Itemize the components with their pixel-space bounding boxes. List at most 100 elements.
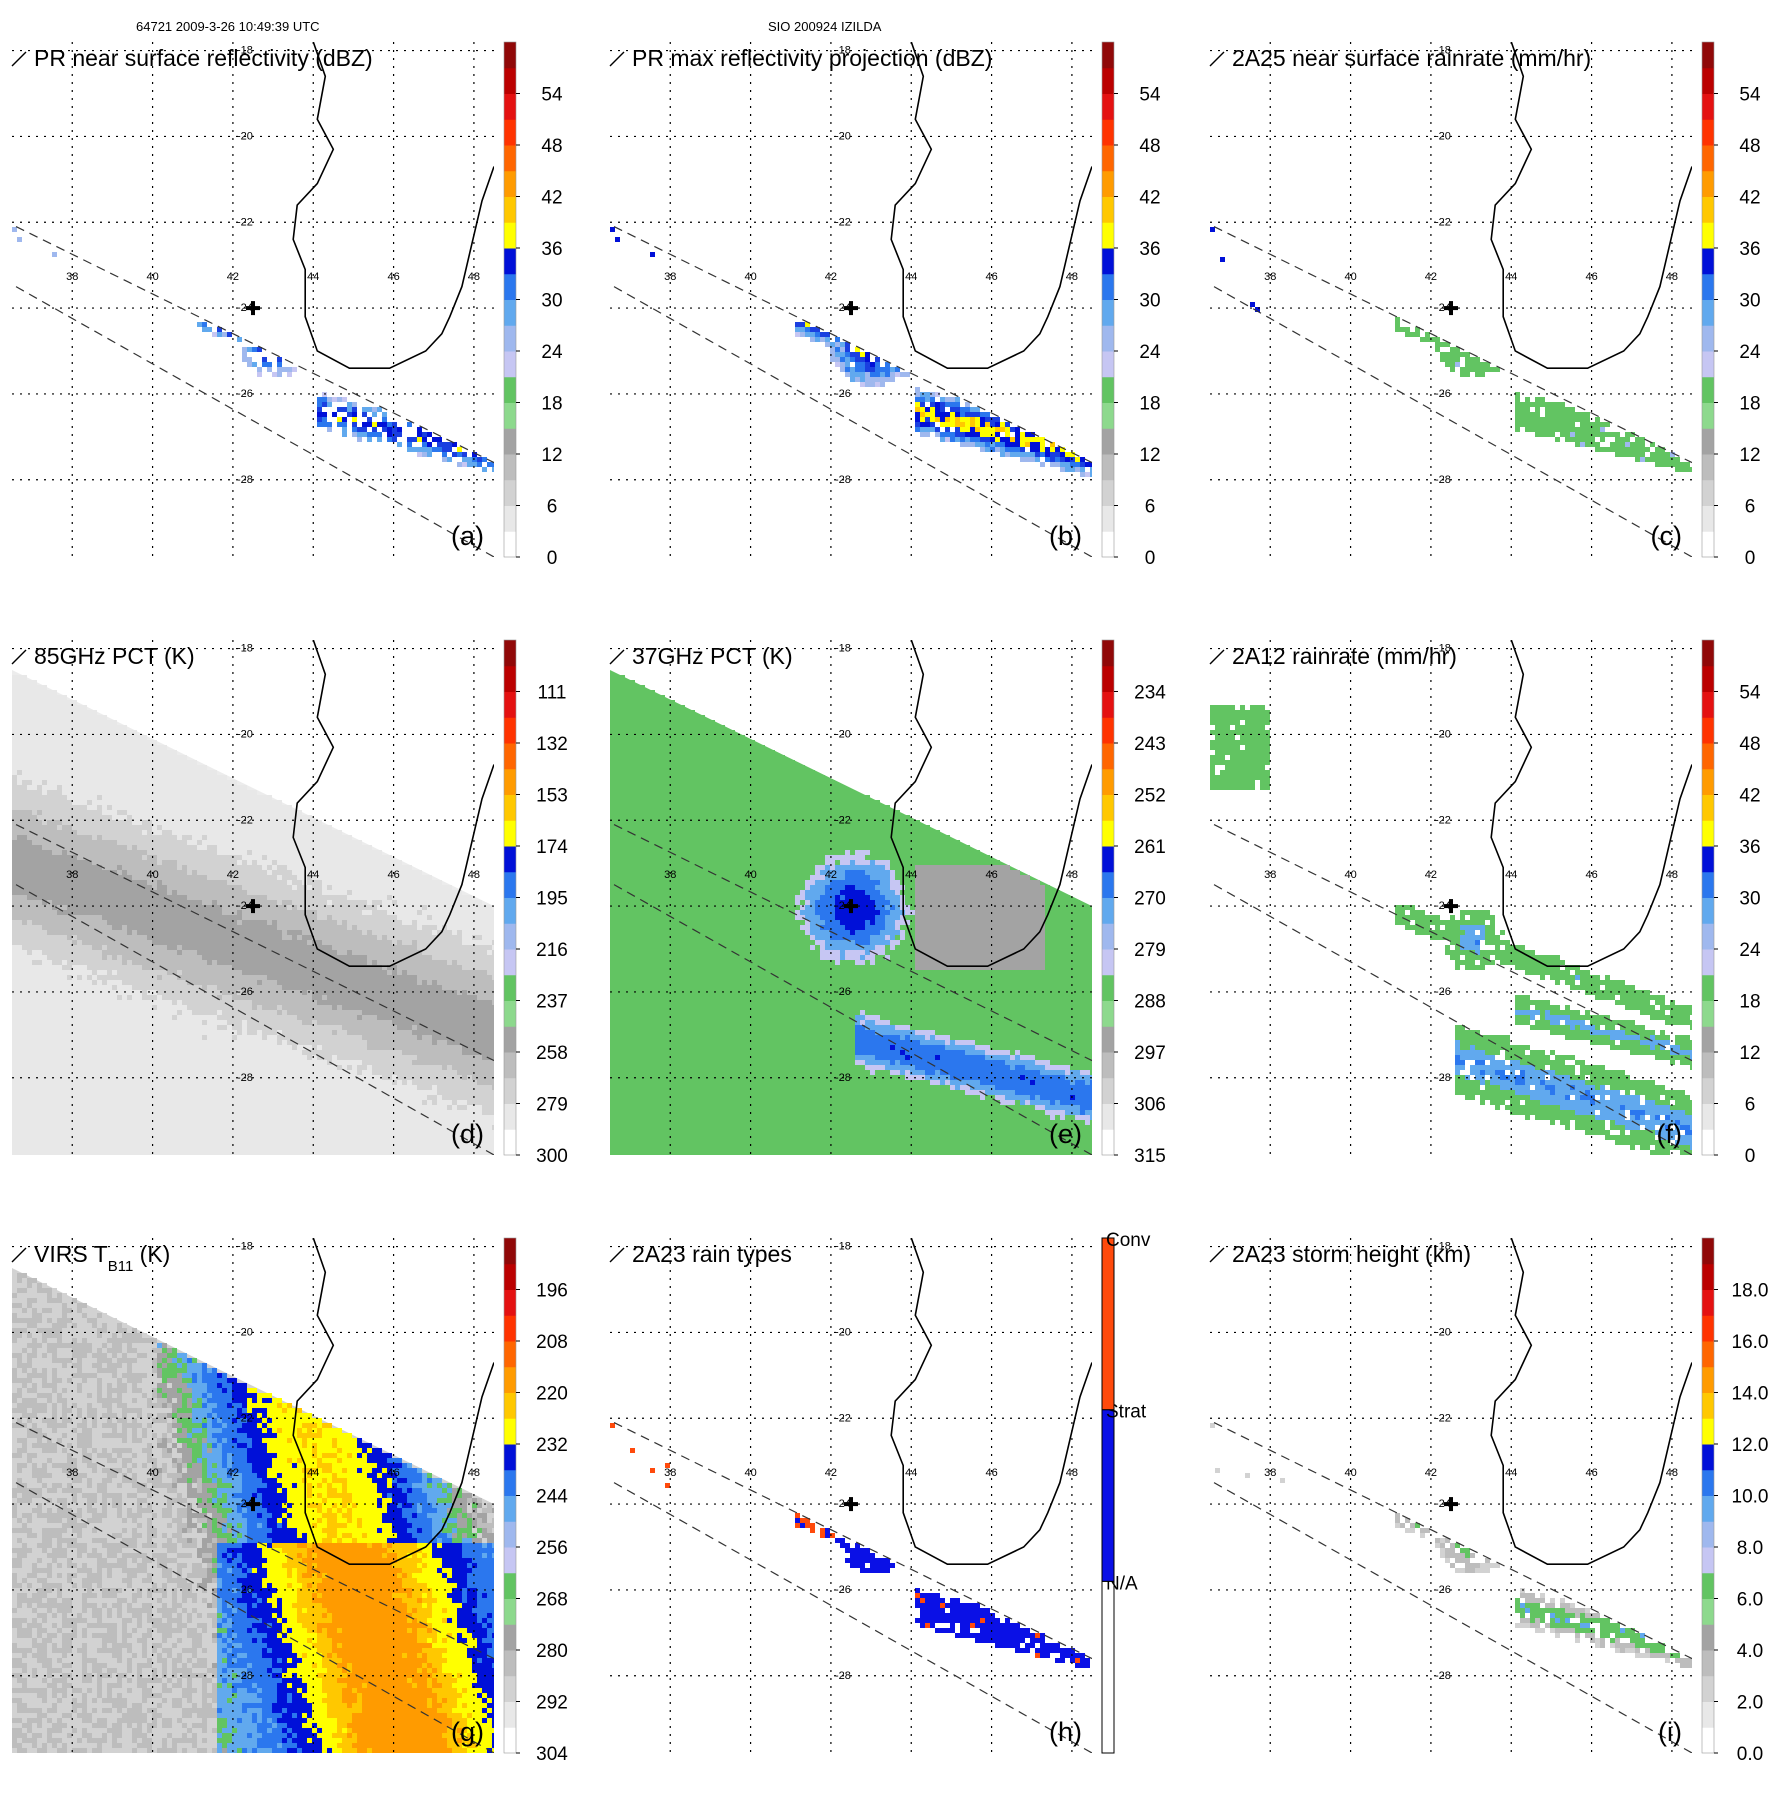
colorbar-tick-label: 12 bbox=[1139, 445, 1160, 466]
colorbar-swatch bbox=[1102, 145, 1114, 171]
colorbar-swatch bbox=[1102, 975, 1114, 1001]
lat-label: -20 bbox=[835, 130, 851, 142]
pr-swath-edge-south bbox=[614, 287, 1092, 557]
colorbar-tick-label: 280 bbox=[536, 1641, 568, 1662]
colorbar-swatch bbox=[1702, 743, 1714, 769]
colorbar-swatch bbox=[1702, 1315, 1714, 1341]
colorbar-swatch bbox=[1702, 872, 1714, 898]
colorbar-swatch bbox=[1702, 1650, 1714, 1676]
colorbar-swatch bbox=[1702, 1393, 1714, 1419]
colorbar-swatch bbox=[1702, 692, 1714, 718]
lat-label: -20 bbox=[237, 1326, 253, 1338]
lat-label: -20 bbox=[237, 728, 253, 740]
lon-label: 48 bbox=[1066, 869, 1078, 881]
colorbar-swatch bbox=[504, 1001, 516, 1027]
lon-label: 38 bbox=[1264, 1467, 1276, 1479]
lon-label: 38 bbox=[1264, 869, 1276, 881]
colorbar-swatch bbox=[1102, 171, 1114, 197]
mozambique-coast-stub bbox=[1210, 1248, 1224, 1262]
colorbar-swatch bbox=[1702, 923, 1714, 949]
colorbar-swatch bbox=[1702, 1573, 1714, 1599]
panel-title-h: 2A23 rain types bbox=[632, 1241, 792, 1267]
lon-label: 44 bbox=[905, 1467, 917, 1479]
colorbar-swatch bbox=[504, 1026, 516, 1052]
colorbar-swatch bbox=[504, 428, 516, 454]
colorbar-swatch bbox=[504, 1702, 516, 1728]
colorbar-swatch bbox=[1102, 119, 1114, 145]
colorbar-tick-label: 6 bbox=[1145, 497, 1156, 518]
colorbar-swatch bbox=[1702, 68, 1714, 94]
colorbar-tick-label: 54 bbox=[1739, 85, 1761, 106]
colorbar-swatch bbox=[1702, 531, 1714, 557]
colorbar-swatch bbox=[1702, 949, 1714, 975]
colorbar-swatch bbox=[1102, 351, 1114, 377]
colorbar-swatch bbox=[504, 454, 516, 480]
lat-label: -28 bbox=[237, 1670, 253, 1682]
colorbar-swatch bbox=[504, 300, 516, 326]
colorbar-tick-label: 306 bbox=[1134, 1095, 1166, 1116]
colorbar-swatch bbox=[504, 325, 516, 351]
lat-label: -22 bbox=[835, 1412, 851, 1424]
pr-swath-edge-south bbox=[16, 287, 494, 557]
colorbar-swatch bbox=[1702, 480, 1714, 506]
lon-label: 40 bbox=[744, 271, 756, 283]
colorbar-swatch bbox=[1702, 119, 1714, 145]
lon-label: 44 bbox=[1505, 271, 1517, 283]
colorbar-tick-label: 42 bbox=[541, 188, 562, 209]
lat-label: -28 bbox=[835, 474, 851, 486]
colorbar-tick-label: 42 bbox=[1739, 188, 1760, 209]
colorbar-swatch bbox=[1102, 197, 1114, 223]
colorbar-swatch bbox=[504, 171, 516, 197]
lat-label: -20 bbox=[1435, 130, 1451, 142]
colorbar-swatch bbox=[1102, 68, 1114, 94]
panel-label-a: (a) bbox=[451, 521, 484, 551]
colorbar-tick-label: 232 bbox=[536, 1435, 568, 1456]
colorbar-swatch bbox=[1102, 1026, 1114, 1052]
colorbar-swatch bbox=[504, 377, 516, 403]
lon-label: 40 bbox=[744, 1467, 756, 1479]
colorbar-swatch bbox=[1702, 222, 1714, 248]
colorbar-swatch bbox=[504, 1238, 516, 1264]
panel-label-b: (b) bbox=[1049, 521, 1082, 551]
colorbar-swatch bbox=[504, 717, 516, 743]
colorbar-swatch bbox=[1702, 248, 1714, 274]
colorbar-swatch bbox=[504, 1315, 516, 1341]
lon-label: 48 bbox=[468, 869, 480, 881]
colorbar-swatch bbox=[1702, 1444, 1714, 1470]
colorbar-tick-label: 196 bbox=[536, 1281, 568, 1302]
colorbar-tick-label: 195 bbox=[536, 889, 568, 910]
colorbar-tick-label: 270 bbox=[1134, 889, 1166, 910]
colorbar-swatch bbox=[504, 68, 516, 94]
pr-swath-edge-south bbox=[1214, 287, 1692, 557]
panel-label-c: (c) bbox=[1651, 521, 1682, 551]
colorbar-swatch bbox=[504, 820, 516, 846]
lon-label: 42 bbox=[227, 869, 239, 881]
lat-label: -20 bbox=[835, 728, 851, 740]
colorbar-swatch bbox=[1102, 949, 1114, 975]
colorbar-swatch bbox=[504, 1418, 516, 1444]
lon-label: 42 bbox=[1425, 869, 1437, 881]
colorbar-swatch bbox=[1102, 717, 1114, 743]
pr-swath-edge-north bbox=[16, 227, 494, 463]
colorbar-swatch bbox=[504, 1624, 516, 1650]
colorbar-swatch bbox=[504, 975, 516, 1001]
mozambique-coast-stub bbox=[610, 1248, 624, 1262]
colorbar-tick-label: 12 bbox=[541, 445, 562, 466]
colorbar-tick-label: 258 bbox=[536, 1043, 568, 1064]
colorbar-swatch bbox=[504, 1727, 516, 1753]
lon-label: 44 bbox=[307, 869, 319, 881]
colorbar-swatch bbox=[1702, 1702, 1714, 1728]
colorbar-swatch bbox=[1702, 846, 1714, 872]
colorbar-swatch bbox=[1702, 1470, 1714, 1496]
panel-title-i: 2A23 storm height (km) bbox=[1232, 1241, 1471, 1267]
lon-label: 38 bbox=[66, 869, 78, 881]
colorbar-swatch bbox=[1102, 820, 1114, 846]
colorbar-tick-label: 0 bbox=[1145, 548, 1156, 569]
lat-label: -20 bbox=[1435, 1326, 1451, 1338]
colorbar-swatch bbox=[504, 248, 516, 274]
colorbar-swatch bbox=[504, 923, 516, 949]
